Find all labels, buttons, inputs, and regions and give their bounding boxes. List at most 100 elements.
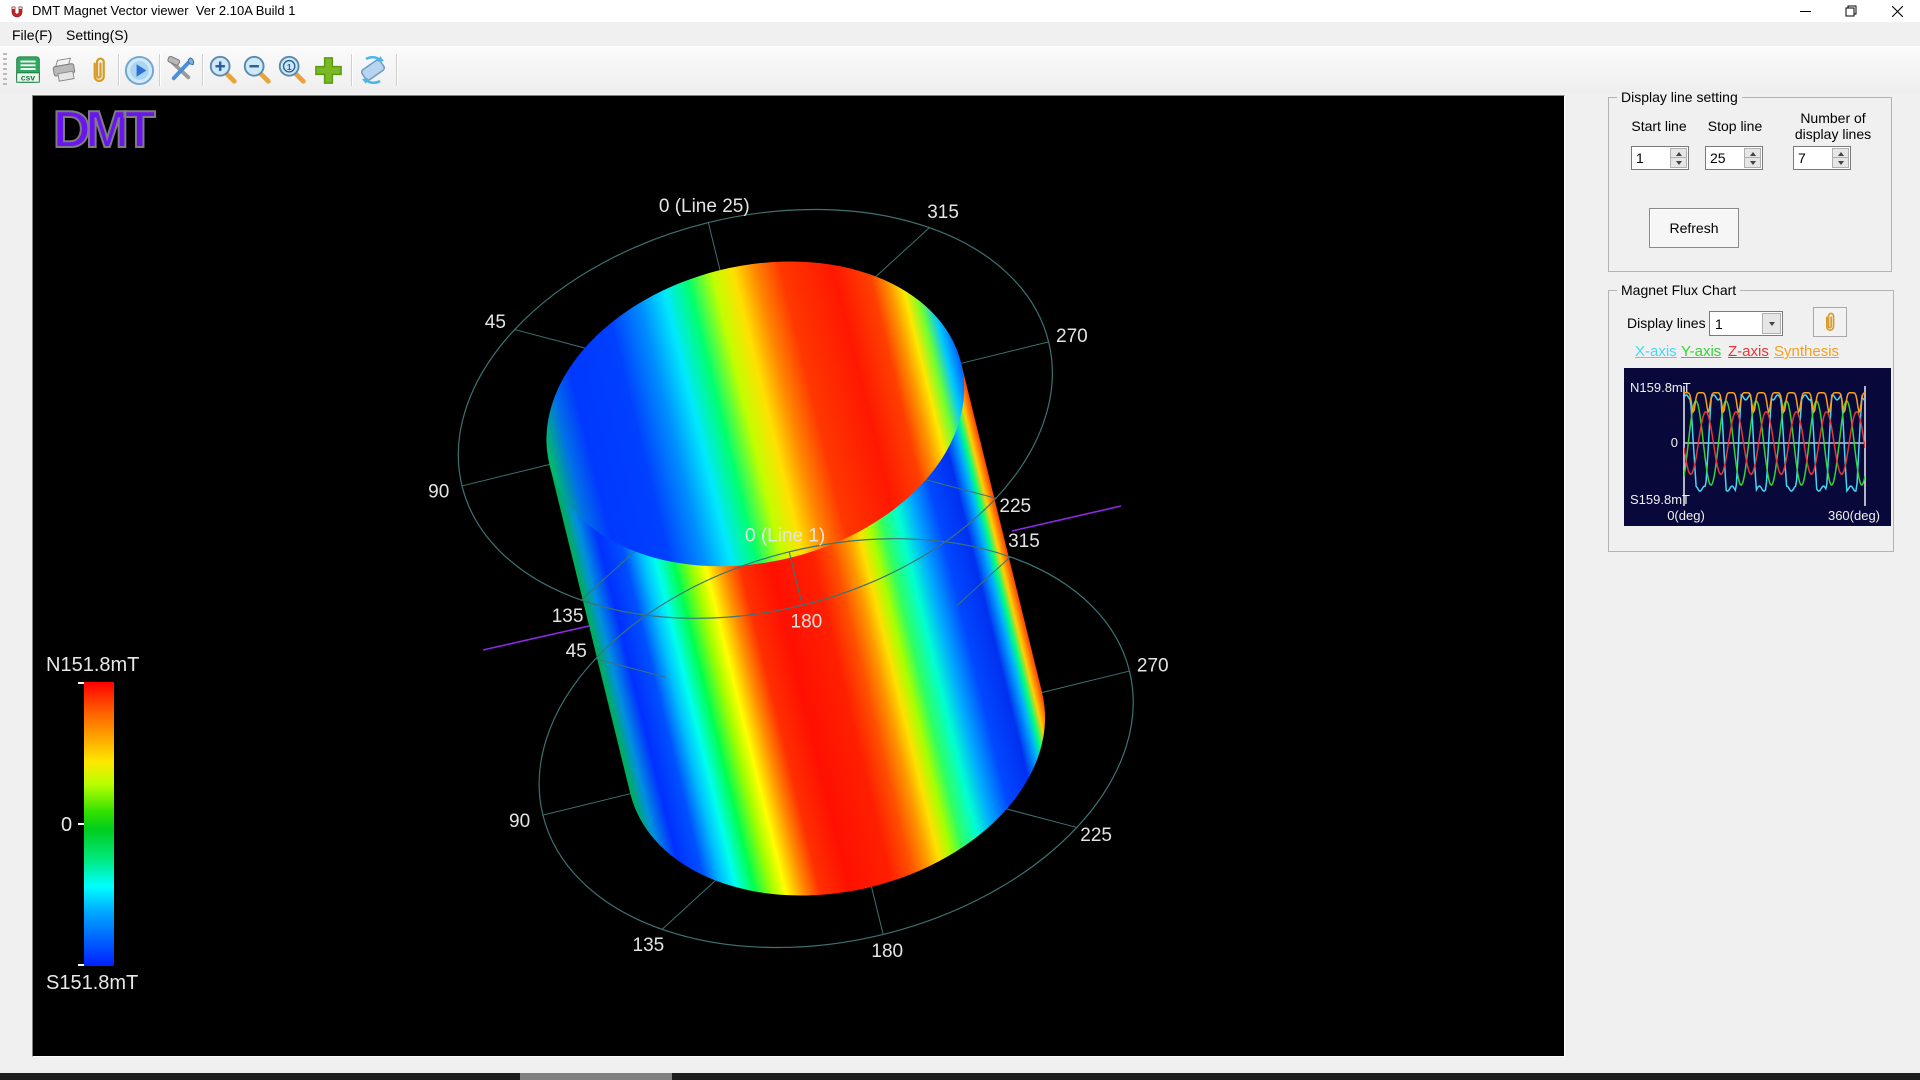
toolbar-separator: [351, 54, 353, 86]
magnet-flux-chart-group: Magnet Flux Chart Display lines 1 X-axis…: [1608, 282, 1894, 552]
start-line-down[interactable]: [1670, 157, 1687, 168]
toolbar-separator: [396, 54, 398, 86]
colorbar-min-label: S151.8mT: [46, 972, 139, 994]
menu-bar: File(F) Setting(S): [0, 22, 1920, 46]
magnet-3d-scene: 0 (Line 25) 45 90 135 180 225 270 315 0 (Line 1)…: [428, 196, 1168, 962]
flux-y-bottom-label: S159.8mT: [1630, 492, 1690, 507]
colorbar-tick: [78, 823, 84, 825]
ring-angle-label: 315: [927, 202, 959, 223]
close-button[interactable]: [1874, 0, 1920, 22]
flux-y-zero-label: 0: [1671, 435, 1678, 450]
synthesis-link[interactable]: Synthesis: [1774, 343, 1840, 360]
ring-spoke: [514, 329, 585, 349]
display-lines-down[interactable]: [1832, 157, 1849, 168]
csv-export-icon[interactable]: csv: [10, 51, 46, 89]
ring-angle-label: 45: [485, 312, 506, 333]
flux-series-y-axis: [1684, 399, 1865, 487]
ring-spoke: [707, 222, 721, 271]
magnet-icon: [11, 6, 23, 18]
display-lines-label: Display lines: [1627, 315, 1706, 331]
z-axis-link[interactable]: Z-axis: [1728, 343, 1769, 360]
start-line-input[interactable]: 1: [1631, 146, 1689, 170]
flux-chart: N159.8mT 0 S159.8mT 0(deg) 360(deg): [1624, 368, 1891, 526]
cylinder-top-face: [546, 261, 965, 567]
zoom-out-icon[interactable]: [239, 51, 275, 89]
ring-angle-label: 225: [1080, 825, 1112, 846]
display-lines-select[interactable]: 1: [1709, 311, 1783, 336]
toolbar-separator: [118, 54, 120, 86]
ring-spoke: [1006, 808, 1077, 828]
zoom-actual-icon[interactable]: 1: [274, 51, 310, 89]
flux-x-right-label: 360(deg): [1828, 508, 1880, 523]
stop-line-input[interactable]: 25: [1705, 146, 1763, 170]
attach-icon[interactable]: [81, 51, 117, 89]
stop-line-down[interactable]: [1744, 157, 1761, 168]
flux-y-top-label: N159.8mT: [1630, 380, 1691, 395]
window-title: DMT Magnet Vector viewer Ver 2.10A Build…: [32, 3, 296, 18]
ring-angle-label: 90: [509, 811, 530, 832]
ring-angle-label: 180: [791, 612, 823, 633]
dmt-logo: DMT: [52, 101, 157, 159]
axis-line-right: [1011, 505, 1122, 532]
ring-angle-label: 0 (Line 25): [659, 196, 750, 217]
ring-spoke: [580, 550, 636, 601]
menu-file[interactable]: File(F): [12, 27, 53, 43]
x-axis-link[interactable]: X-axis: [1635, 343, 1677, 360]
paperclip-icon: [1825, 312, 1835, 331]
restore-button[interactable]: [1828, 0, 1874, 22]
3d-viewport[interactable]: DMT: [32, 95, 1565, 1057]
ring-angle-labels: 0 (Line 25) 45 90 135 180 225 270 315 0 (Line 1)…: [428, 196, 1168, 962]
axis-line-left: [482, 625, 590, 651]
svg-text:csv: csv: [21, 72, 35, 82]
ring-spoke: [1041, 670, 1130, 694]
print-icon[interactable]: [45, 51, 81, 89]
colorbar-max-label: N151.8mT: [46, 654, 140, 676]
start-line-label: Start line: [1631, 118, 1687, 134]
display-line-setting-group: Display line setting Start line Stop lin…: [1608, 89, 1892, 272]
rotate-icon[interactable]: [355, 51, 391, 89]
toolbar-grip[interactable]: [3, 53, 7, 87]
chevron-down-icon[interactable]: [1762, 313, 1781, 334]
colorbar-zero-label: 0: [61, 814, 73, 836]
ring-angle-label: 135: [552, 606, 584, 627]
tools-icon[interactable]: [162, 51, 198, 89]
taskbar-app-button[interactable]: [520, 1073, 672, 1080]
add-icon[interactable]: [310, 51, 346, 89]
toolbar-separator: [159, 54, 161, 86]
ring-spoke: [870, 886, 884, 935]
y-axis-link[interactable]: Y-axis: [1681, 343, 1722, 360]
colorbar-tick: [78, 964, 84, 966]
colorbar-gradient: [84, 682, 114, 966]
ring-spoke: [925, 479, 997, 499]
ring-angle-label: 180: [871, 941, 903, 962]
run-icon[interactable]: [121, 51, 157, 89]
ring-angle-label: 270: [1137, 655, 1169, 676]
cylinder-group: [457, 208, 1134, 949]
ring-angle-label: 45: [566, 641, 587, 662]
menu-setting[interactable]: Setting(S): [66, 27, 129, 43]
flux-x-left-label: 0(deg): [1667, 508, 1705, 523]
zoom-in-icon[interactable]: [205, 51, 241, 89]
taskbar-edge: [0, 1073, 1920, 1080]
angle-rings: [457, 208, 1134, 949]
refresh-button[interactable]: Refresh: [1649, 208, 1739, 248]
ring-angle-label: 225: [999, 496, 1031, 517]
minimize-button[interactable]: [1782, 0, 1828, 22]
title-bar: DMT Magnet Vector viewer Ver 2.10A Build…: [0, 0, 1920, 23]
toolbar-separator: [202, 54, 204, 86]
ring-spoke: [461, 463, 550, 487]
attach-chart-button[interactable]: [1813, 307, 1847, 337]
stop-line-label: Stop line: [1707, 118, 1763, 134]
number-of-display-lines-input[interactable]: 7: [1793, 146, 1851, 170]
ring-angle-label: 270: [1056, 326, 1088, 347]
flux-series-z-axis: [1684, 410, 1865, 476]
ring-spoke: [956, 556, 1011, 607]
ring-angle-label: 0 (Line 1): [745, 525, 825, 546]
group-title: Display line setting: [1617, 89, 1742, 105]
ring-spoke: [788, 551, 802, 600]
ring-angle-label: 135: [633, 935, 665, 956]
flux-waveforms: [1684, 392, 1865, 493]
ring-angle-label: 315: [1008, 531, 1040, 552]
group-title: Magnet Flux Chart: [1617, 282, 1741, 298]
